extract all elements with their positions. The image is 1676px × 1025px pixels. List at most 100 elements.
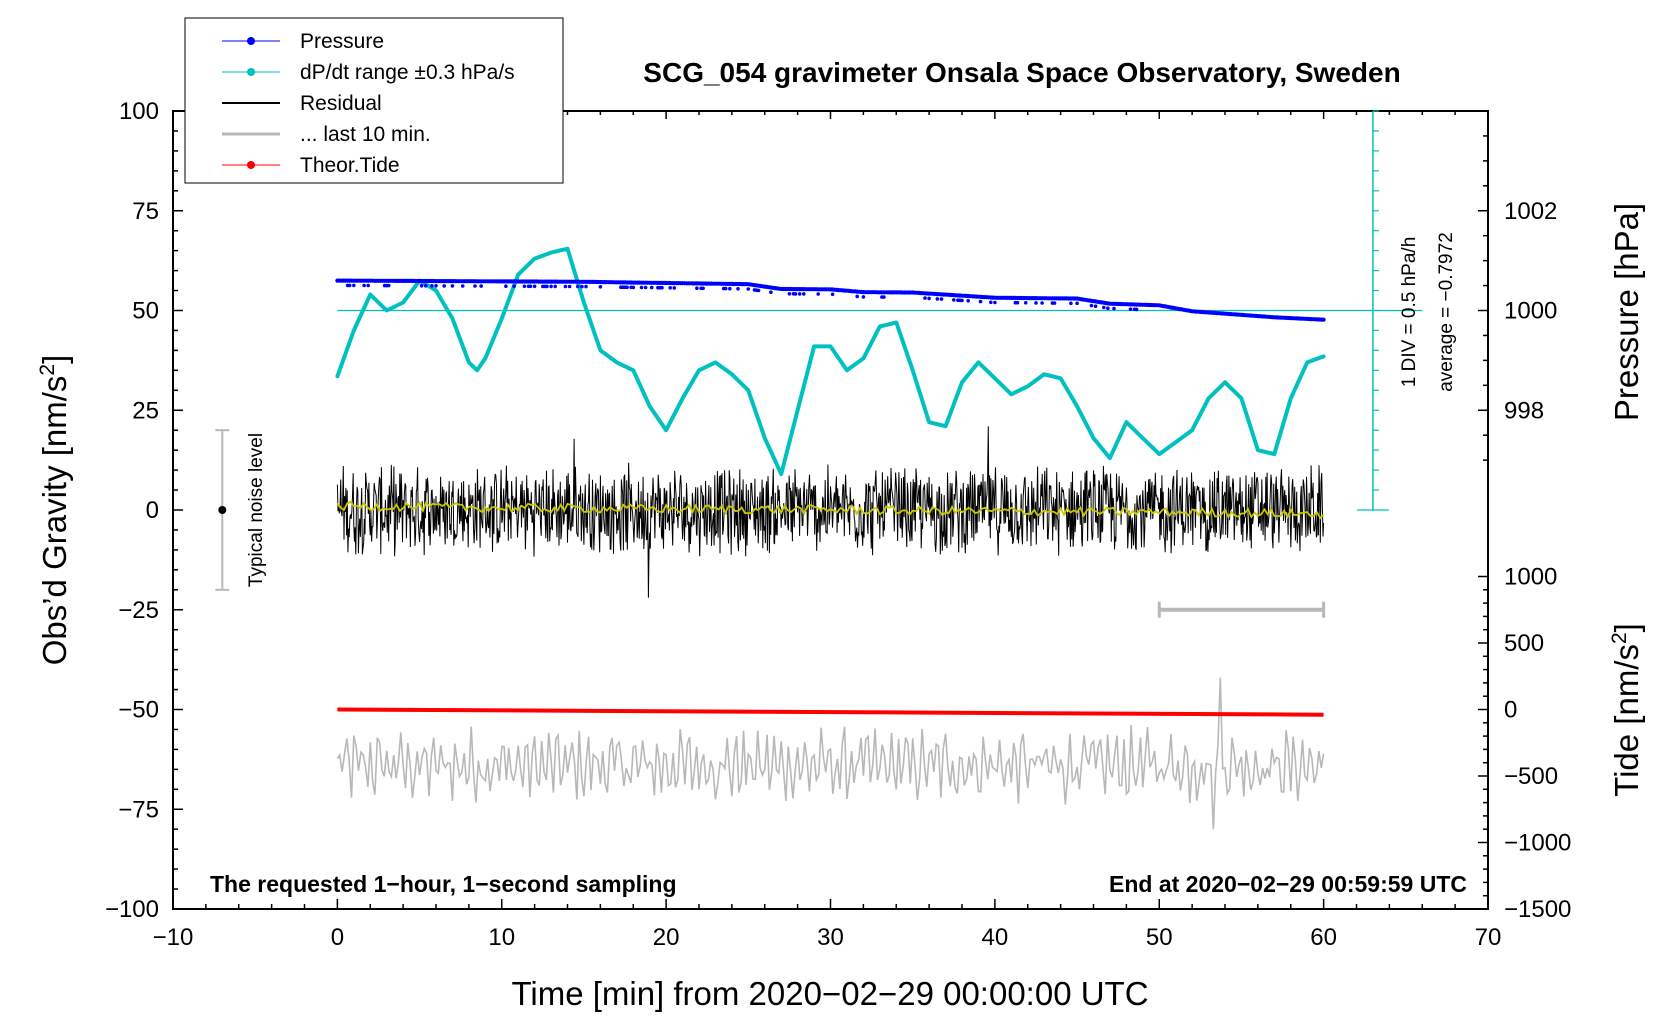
pressure-point: [1034, 301, 1038, 305]
legend-label-dpdt: dP/dt range ±0.3 hPa/s: [300, 61, 515, 84]
pressure-point: [882, 295, 886, 299]
pressure-point: [668, 286, 672, 290]
x-axis-label: Time [min] from 2020−02−29 00:00:00 UTC: [511, 975, 1148, 1012]
legend-marker-pressure: [247, 37, 255, 45]
pressure-point: [966, 299, 970, 303]
y-tick-label: 75: [132, 198, 159, 225]
x-tick-label: 0: [331, 924, 344, 951]
pressure-point: [1128, 307, 1133, 312]
y-axis-label-pressure: Pressure [hPa]: [1608, 203, 1645, 421]
pressure-point: [423, 284, 428, 288]
pressure-point: [442, 284, 447, 288]
x-tick-label: 20: [653, 924, 680, 951]
series-tide-line: [337, 707, 1324, 717]
pressure-point: [1040, 301, 1044, 305]
tide-tick-label: 1000: [1504, 564, 1557, 591]
pressure-point: [756, 288, 761, 293]
pressure-point: [649, 285, 654, 290]
series-pressure-dots: [335, 278, 1326, 322]
legend-marker-tide: [247, 161, 255, 169]
pressure-point: [460, 284, 465, 288]
pressure-point: [695, 286, 699, 291]
tide-tick-label: 500: [1504, 630, 1544, 657]
pressure-point: [532, 284, 537, 289]
y-label-left-sup: 2: [36, 364, 59, 376]
pressure-point: [1089, 303, 1094, 308]
x-tick-label: 50: [1146, 924, 1173, 951]
pressure-point: [598, 285, 603, 289]
y-tick-label: −50: [118, 697, 159, 724]
x-tick-label: 70: [1475, 924, 1502, 951]
pressure-point: [352, 283, 356, 288]
series-residual-line: [336, 426, 1325, 598]
legend: Pressure dP/dt range ±0.3 hPa/s Residual…: [184, 17, 564, 184]
pressure-point: [419, 284, 424, 288]
pressure-point: [978, 299, 983, 304]
pressure-point: [1015, 300, 1020, 305]
y-label-tide-main: Tide [nm/s: [1608, 644, 1645, 797]
pressure-point: [993, 300, 997, 305]
pressure-point: [528, 284, 533, 289]
y-label-tide-sup: 2: [1608, 632, 1631, 644]
pressure-point: [923, 296, 927, 300]
pressure-point: [1075, 301, 1079, 306]
legend-box: [184, 17, 564, 184]
pressure-point: [855, 294, 859, 299]
pressure-point: [567, 284, 572, 289]
series-dpdt-line: [335, 246, 1326, 477]
pressure-point: [625, 285, 629, 290]
pressure-point: [549, 284, 553, 289]
series-layer: [215, 110, 1423, 830]
pressure-point: [723, 286, 728, 291]
y-tick-label: −75: [118, 796, 159, 823]
pressure-point: [553, 284, 557, 289]
pressure-point: [1052, 301, 1057, 305]
pressure-point: [746, 287, 751, 291]
legend-label-last10: ... last 10 min.: [300, 123, 431, 146]
pressure-point: [347, 283, 352, 288]
pressure-point: [952, 298, 956, 302]
pressure-point: [797, 292, 802, 296]
axes-layer: −10 0 10 20 30 40 50 60 70−100−75−50−25025507510…: [105, 98, 1571, 951]
pressure-point: [861, 295, 866, 299]
pressure-point: [430, 284, 434, 288]
pressure-tick-label: 998: [1504, 397, 1544, 424]
y-tick-label: −25: [118, 597, 159, 624]
pressure-point: [701, 286, 705, 291]
pressure-point: [830, 292, 835, 297]
pressure-point: [580, 284, 584, 289]
y-tick-label: 50: [132, 298, 159, 325]
legend-marker-dpdt: [247, 68, 255, 76]
tide-tick-label: −1000: [1504, 830, 1571, 857]
pressure-point: [728, 286, 732, 291]
pressure-point: [434, 284, 438, 288]
x-tick-label: 30: [817, 924, 844, 951]
pressure-point: [522, 284, 527, 289]
pressure-point: [787, 292, 792, 296]
end-note: End at 2020−02−29 00:59:59 UTC: [1109, 871, 1467, 897]
pressure-point: [672, 286, 677, 290]
pressure-point: [473, 284, 477, 288]
pressure-point: [366, 283, 371, 288]
pressure-point: [1093, 304, 1098, 309]
pressure-point: [769, 290, 773, 295]
x-tick-label: 10: [488, 924, 515, 951]
legend-label-residual: Residual: [300, 92, 382, 115]
pressure-point: [479, 284, 484, 288]
x-tick-label: 40: [982, 924, 1009, 951]
tide-tick-label: −500: [1504, 763, 1558, 790]
noise-level-label: Typical noise level: [246, 433, 267, 587]
pressure-point: [935, 297, 940, 301]
y-tick-label: −100: [105, 896, 159, 923]
y-axis-label-tide: Tide [nm/s2]: [1608, 623, 1645, 797]
series-last10-line: [336, 677, 1325, 830]
pressure-point: [1321, 317, 1326, 322]
average-label: average = −0.7972: [1436, 232, 1457, 392]
pressure-point: [631, 285, 636, 290]
pressure-point: [576, 284, 580, 289]
y-label-tide-end: ]: [1608, 623, 1645, 632]
pressure-point: [1102, 305, 1106, 310]
pressure-point: [989, 300, 993, 305]
pressure-tick-label: 1000: [1504, 298, 1557, 325]
